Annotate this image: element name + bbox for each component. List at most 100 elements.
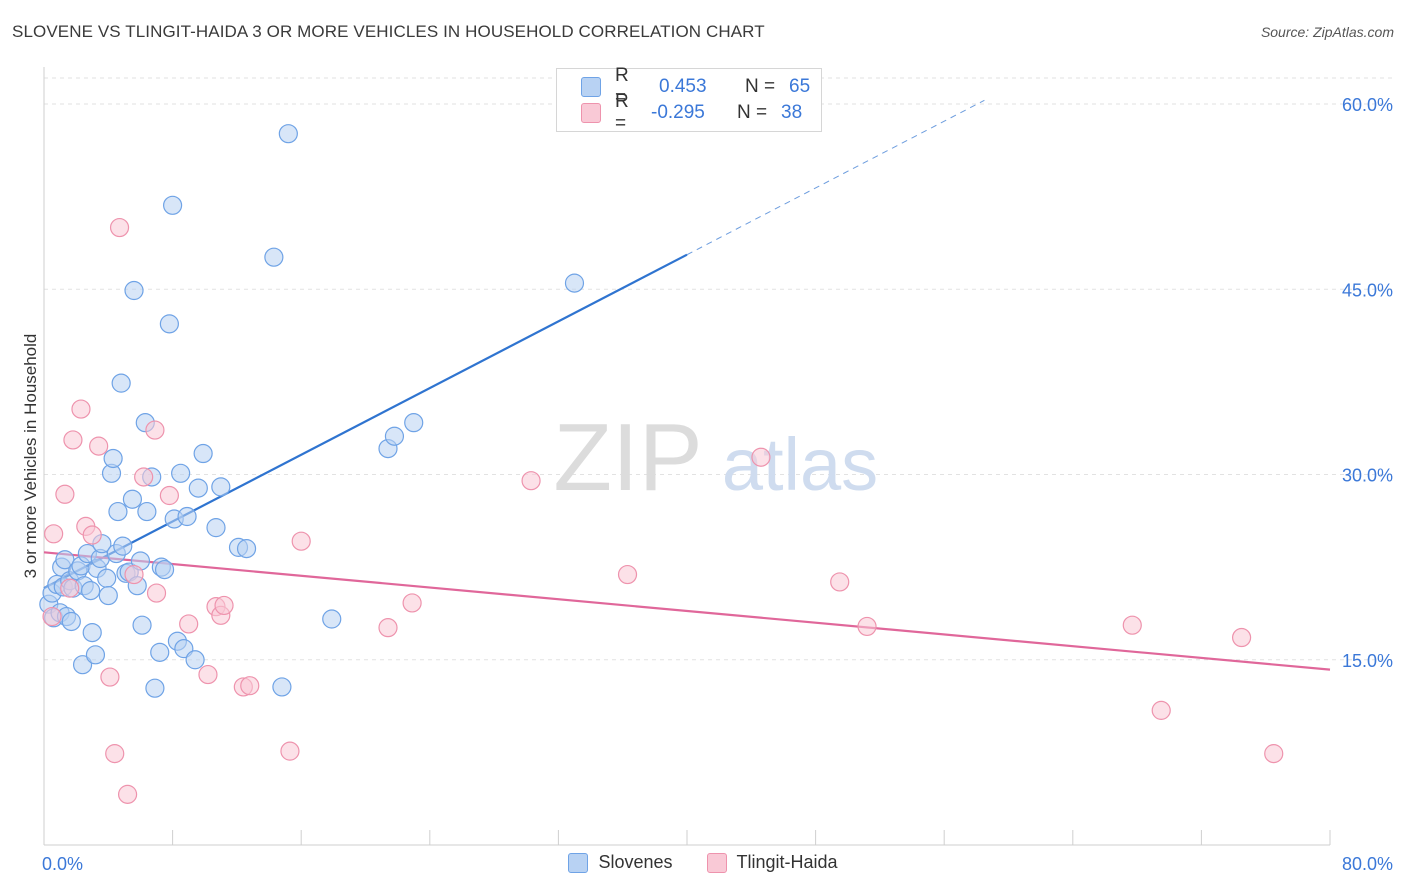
y-tick-label: 15.0% <box>1342 651 1393 671</box>
r-label: R = <box>615 65 629 108</box>
watermark: ZIP atlas <box>553 404 878 511</box>
point-slovenes <box>98 585 118 606</box>
point-slovenes <box>108 501 128 522</box>
point-slovenes <box>145 678 165 698</box>
point-tlingit-haida <box>280 741 300 761</box>
legend-swatch-tlingit-haida <box>581 103 601 123</box>
series-legend: Slovenes Tlingit-Haida <box>0 852 1406 873</box>
point-tlingit-haida <box>857 616 877 637</box>
point-tlingit-haida <box>291 531 311 551</box>
point-tlingit-haida <box>124 564 144 585</box>
point-slovenes <box>404 413 424 433</box>
point-slovenes <box>163 195 183 215</box>
point-tlingit-haida <box>378 618 398 638</box>
series-slovenes <box>39 124 585 698</box>
point-slovenes <box>150 642 170 662</box>
point-tlingit-haida <box>100 667 120 687</box>
legend-label-slovenes: Slovenes <box>598 852 673 872</box>
point-slovenes <box>81 581 101 601</box>
point-slovenes <box>159 314 179 334</box>
n-value: 38 <box>781 102 803 123</box>
point-tlingit-haida <box>521 471 541 491</box>
legend-item-slovenes[interactable]: Slovenes <box>568 852 673 873</box>
point-slovenes <box>85 645 106 665</box>
point-tlingit-haida <box>89 436 109 456</box>
point-slovenes <box>97 568 117 588</box>
point-tlingit-haida <box>134 467 154 487</box>
point-tlingit-haida <box>402 593 422 613</box>
legend-swatch-tlingit-haida <box>706 852 727 873</box>
point-slovenes <box>193 443 213 464</box>
y-tick-label: 45.0% <box>1342 280 1393 300</box>
point-slovenes <box>113 536 133 556</box>
point-slovenes <box>211 477 231 497</box>
x-tick-labels: 0.0% 80.0% <box>42 854 1393 874</box>
watermark-atlas: atlas <box>722 423 878 506</box>
point-tlingit-haida <box>71 399 91 419</box>
point-slovenes <box>206 518 226 538</box>
point-tlingit-haida <box>55 484 75 504</box>
point-slovenes <box>122 489 143 509</box>
point-slovenes <box>185 650 205 670</box>
y-tick-label: 30.0% <box>1342 466 1393 486</box>
x-tick-label: 80.0% <box>1342 854 1393 874</box>
point-slovenes <box>137 501 157 522</box>
point-tlingit-haida <box>1231 627 1252 648</box>
correlation-legend: R = 0.453 N = 65 R = -0.295 N = 38 <box>556 65 822 134</box>
trend-line-slovenes-extension <box>686 99 985 256</box>
y-axis-label: 3 or more Vehicles in Household <box>21 334 40 579</box>
point-tlingit-haida <box>198 664 218 685</box>
point-tlingit-haida <box>1151 700 1171 720</box>
r-label: R = <box>615 91 629 134</box>
point-slovenes <box>61 611 81 632</box>
point-slovenes <box>82 622 102 643</box>
legend-item-tlingit-haida[interactable]: Tlingit-Haida <box>706 852 838 873</box>
r-value: 0.453 <box>659 76 707 97</box>
point-slovenes <box>72 655 93 675</box>
watermark-zip: ZIP <box>553 404 702 511</box>
legend-row-slovenes: R = 0.453 N = 65 <box>581 65 811 108</box>
trend-line-tlingit-haida <box>43 551 1331 671</box>
point-tlingit-haida <box>145 420 165 440</box>
point-tlingit-haida <box>214 595 234 616</box>
point-slovenes <box>124 280 144 301</box>
point-tlingit-haida <box>82 525 102 545</box>
point-slovenes <box>278 124 298 144</box>
point-tlingit-haida <box>1264 744 1284 764</box>
point-tlingit-haida <box>179 614 199 634</box>
point-slovenes <box>564 273 585 293</box>
point-tlingit-haida <box>44 524 64 544</box>
n-label: N = <box>745 76 776 97</box>
gridlines <box>44 77 1394 661</box>
point-tlingit-haida <box>63 430 83 450</box>
point-tlingit-haida <box>42 606 62 627</box>
chart-title: SLOVENE VS TLINGIT-HAIDA 3 OR MORE VEHIC… <box>12 22 765 41</box>
point-tlingit-haida <box>60 578 80 598</box>
legend-label-tlingit-haida: Tlingit-Haida <box>736 852 838 872</box>
point-slovenes <box>264 247 284 267</box>
point-tlingit-haida <box>1122 615 1142 635</box>
y-tick-label: 60.0% <box>1342 95 1393 115</box>
n-value: 65 <box>789 76 811 97</box>
point-slovenes <box>322 609 342 629</box>
point-tlingit-haida <box>159 485 179 506</box>
r-value: -0.295 <box>651 102 705 123</box>
point-tlingit-haida <box>117 784 138 804</box>
axes <box>43 67 1331 846</box>
point-slovenes <box>103 448 123 469</box>
point-tlingit-haida <box>617 564 638 585</box>
point-tlingit-haida <box>751 447 771 467</box>
point-tlingit-haida <box>146 583 167 603</box>
legend-swatch-slovenes <box>568 852 589 873</box>
trend-line-slovenes <box>43 253 688 590</box>
point-tlingit-haida <box>109 217 130 238</box>
x-tick-label: 0.0% <box>42 854 83 874</box>
point-tlingit-haida <box>240 676 260 696</box>
point-slovenes <box>188 478 208 498</box>
point-slovenes <box>384 426 405 446</box>
point-slovenes <box>177 506 197 527</box>
legend-swatch-slovenes <box>581 77 601 97</box>
point-slovenes <box>132 615 152 635</box>
point-slovenes <box>236 539 257 559</box>
point-slovenes <box>272 677 292 697</box>
